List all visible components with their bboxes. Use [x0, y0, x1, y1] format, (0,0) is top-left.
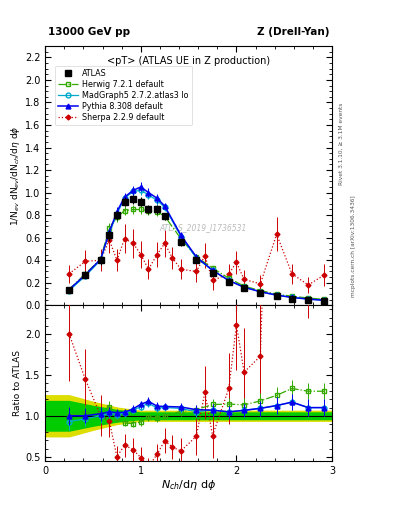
Text: Z (Drell-Yan): Z (Drell-Yan) [257, 27, 329, 37]
Y-axis label: 1/N$_{ev}$ dN$_{ev}$/dN$_{ch}$/d$\eta$ d$\phi$: 1/N$_{ev}$ dN$_{ev}$/dN$_{ch}$/d$\eta$ d… [9, 125, 22, 226]
X-axis label: $N_{ch}$/d$\eta$ d$\phi$: $N_{ch}$/d$\eta$ d$\phi$ [161, 478, 216, 493]
Legend: ATLAS, Herwig 7.2.1 default, MadGraph5 2.7.2.atlas3 lo, Pythia 8.308 default, Sh: ATLAS, Herwig 7.2.1 default, MadGraph5 2… [55, 66, 192, 125]
Text: Rivet 3.1.10, ≥ 3.1M events: Rivet 3.1.10, ≥ 3.1M events [339, 102, 344, 184]
Text: ATLAS_2019_I1736531: ATLAS_2019_I1736531 [159, 223, 247, 232]
Y-axis label: Ratio to ATLAS: Ratio to ATLAS [13, 350, 22, 416]
Text: mcplots.cern.ch [arXiv:1306.3436]: mcplots.cern.ch [arXiv:1306.3436] [351, 195, 356, 296]
Text: 13000 GeV pp: 13000 GeV pp [48, 27, 130, 37]
Text: <pT> (ATLAS UE in Z production): <pT> (ATLAS UE in Z production) [107, 56, 270, 67]
